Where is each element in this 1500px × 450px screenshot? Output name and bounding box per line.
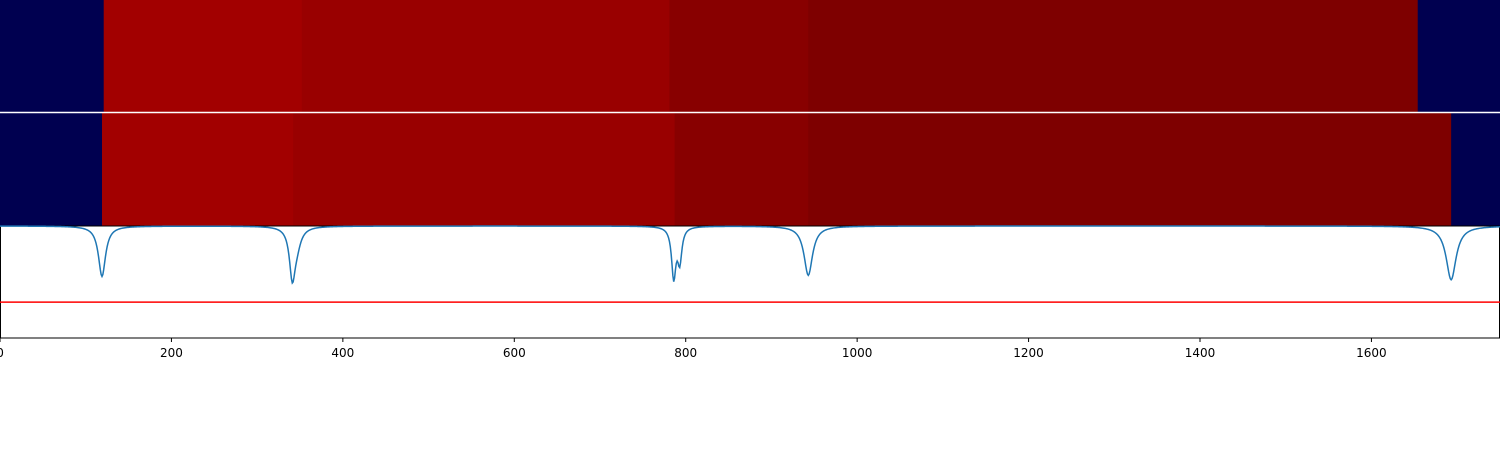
- x-tick-label: 200: [160, 346, 183, 360]
- signal-curve: [0, 225, 1500, 285]
- heatmap-segment: [103, 0, 303, 112]
- x-tick-label: 1400: [1185, 346, 1216, 360]
- x-tick-label: 1600: [1356, 346, 1387, 360]
- heatmap-segment: [0, 113, 103, 226]
- heatmap-segment: [808, 113, 1452, 226]
- signal-panel-frame: [0, 225, 1500, 339]
- heatmap-segment: [301, 0, 671, 112]
- x-tick-label: 400: [331, 346, 354, 360]
- heatmap-segment: [669, 0, 809, 112]
- heatmap-segment: [1417, 0, 1500, 112]
- heatmap-segment: [674, 113, 809, 226]
- signal-panel: [0, 225, 1500, 339]
- x-axis: 0 200 400 600 800 1000 1200 1400 1600: [0, 338, 1387, 360]
- heatmap-track-1: [0, 0, 1500, 112]
- x-tick-label: 0: [0, 346, 4, 360]
- x-tick-label: 600: [503, 346, 526, 360]
- x-tick-label: 1000: [842, 346, 873, 360]
- heatmap-segment: [808, 0, 1419, 112]
- heatmap-segment: [102, 113, 294, 226]
- x-tick-label: 1200: [1013, 346, 1044, 360]
- heatmap-segment: [293, 113, 676, 226]
- x-tick-label: 800: [674, 346, 697, 360]
- heatmap-track-2: [0, 113, 1500, 226]
- heatmap-segment: [1451, 113, 1500, 226]
- heatmap-segment: [0, 0, 105, 112]
